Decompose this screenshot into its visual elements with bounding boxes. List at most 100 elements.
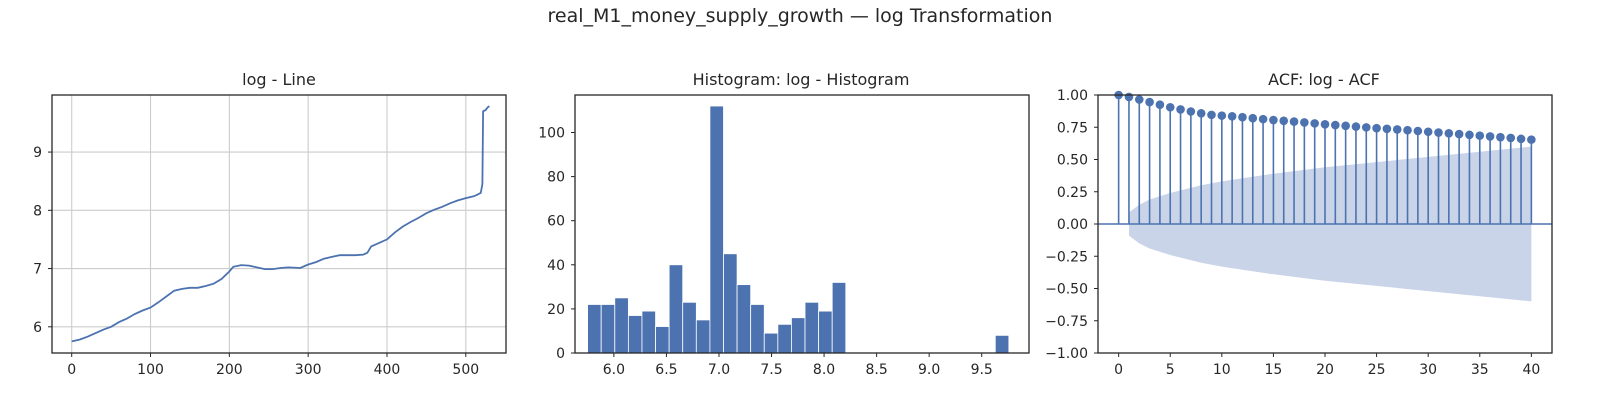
acf-marker xyxy=(1454,129,1464,139)
acf-y-tick-label: 0.50 xyxy=(1057,153,1088,169)
acf-marker xyxy=(1392,125,1402,134)
line-chart-y-tick-label: 6 xyxy=(33,320,42,336)
acf-marker xyxy=(1134,95,1144,104)
histogram-frame xyxy=(574,94,1030,354)
histogram-bar xyxy=(655,326,670,354)
histogram-x-tick-label: 8.5 xyxy=(865,362,887,378)
line-chart-y-tick-label: 8 xyxy=(33,203,42,219)
histogram-bar xyxy=(831,282,847,354)
acf-marker xyxy=(1217,111,1227,120)
line-chart-series-log xyxy=(71,105,490,343)
acf-y-tick-label: 0.75 xyxy=(1057,120,1088,136)
acf-marker xyxy=(1145,97,1154,107)
acf-marker xyxy=(1382,124,1392,134)
histogram-bar xyxy=(641,310,656,354)
acf-marker xyxy=(1403,125,1412,135)
acf-marker xyxy=(1341,121,1350,131)
acf-y-tick-label: 0.00 xyxy=(1057,217,1088,233)
acf-marker xyxy=(1331,120,1340,130)
acf-marker xyxy=(1434,128,1443,137)
acf-x-tick-label: 5 xyxy=(1166,362,1175,378)
histogram-y-tick-label: 80 xyxy=(547,170,565,186)
acf-marker xyxy=(1485,132,1495,141)
acf-marker xyxy=(1372,123,1381,133)
histogram-y-tick-label: 0 xyxy=(556,346,565,362)
histogram-y-tick-label: 100 xyxy=(538,125,565,141)
acf-y-tick-label: −0.25 xyxy=(1045,249,1088,265)
histogram-bar xyxy=(763,332,779,354)
histogram-bar xyxy=(994,334,1010,354)
line-chart-x-tick-label: 100 xyxy=(137,362,164,378)
histogram-bar xyxy=(668,264,684,354)
histogram-bar xyxy=(600,304,616,354)
acf-marker xyxy=(1186,107,1196,116)
histogram-bar xyxy=(709,105,724,354)
acf-marker xyxy=(1506,133,1516,143)
histogram-bar xyxy=(804,301,820,354)
line-chart-x-tick-label: 200 xyxy=(216,362,243,378)
acf-y-ticks: −1.00 −0.75 −0.50 −0.25 0.00 0.25 0.50 0.75 1.00 xyxy=(1045,88,1098,362)
acf-marker xyxy=(1269,115,1278,125)
acf-marker xyxy=(1351,122,1361,131)
histogram-x-tick-label: 8.0 xyxy=(813,362,835,378)
line-chart-x-tick-label: 0 xyxy=(67,362,76,378)
line-chart-x-ticks: 0 100 200 300 400 500 xyxy=(67,353,479,378)
acf-marker xyxy=(1227,111,1237,121)
acf-marker xyxy=(1196,109,1206,118)
acf-y-tick-label: −0.50 xyxy=(1045,282,1088,298)
acf-marker xyxy=(1207,110,1216,120)
acf-marker xyxy=(1496,132,1505,142)
acf-marker xyxy=(1238,112,1247,122)
acf-y-tick-label: 1.00 xyxy=(1057,88,1088,104)
histogram-y-tick-label: 60 xyxy=(547,214,565,230)
histogram-bar xyxy=(587,304,602,354)
acf-x-tick-label: 10 xyxy=(1213,362,1231,378)
histogram-y-tick-label: 40 xyxy=(547,258,565,274)
acf-marker xyxy=(1300,118,1309,127)
histogram-x-tick-label: 7.5 xyxy=(760,362,782,378)
histogram-bar xyxy=(750,304,765,354)
acf-stems xyxy=(1114,90,1536,224)
acf-marker xyxy=(1124,92,1134,102)
acf-marker xyxy=(1516,134,1526,144)
acf-marker xyxy=(1465,130,1474,140)
histogram-x-tick-label: 9.5 xyxy=(971,362,993,378)
line-chart-y-tick-label: 7 xyxy=(33,262,42,278)
acf-y-tick-label: −1.00 xyxy=(1045,346,1088,362)
histogram-x-tick-label: 7.0 xyxy=(708,362,730,378)
figure-title: real_M1_money_supply_growth — log Transf… xyxy=(548,5,1053,27)
acf-marker xyxy=(1475,131,1485,140)
acf-marker xyxy=(1310,119,1319,128)
line-chart-y-ticks: 6 7 8 9 xyxy=(33,145,52,336)
acf-marker xyxy=(1527,135,1536,144)
histogram-bar xyxy=(695,319,711,354)
acf-marker xyxy=(1165,102,1175,112)
line-chart-x-tick-label: 500 xyxy=(452,362,479,378)
acf-marker xyxy=(1176,105,1185,114)
acf-marker xyxy=(1289,117,1299,126)
histogram-bar xyxy=(627,315,643,354)
histogram-bar xyxy=(682,301,697,354)
acf-y-tick-label: 0.25 xyxy=(1057,185,1088,201)
acf-marker xyxy=(1248,113,1258,123)
acf-marker xyxy=(1444,129,1454,138)
histogram-title: Histogram: log - Histogram xyxy=(693,70,910,89)
line-chart-panel: log - Line 0 100 200 300 400 500 6 7 8 9 xyxy=(33,70,507,378)
histogram-bar xyxy=(614,297,629,354)
histogram-x-ticks: 6.0 6.5 7.0 7.5 8.0 8.5 9.0 9.5 xyxy=(603,353,993,378)
acf-x-tick-label: 25 xyxy=(1368,362,1386,378)
acf-x-tick-label: 35 xyxy=(1471,362,1489,378)
histogram-bar xyxy=(791,317,806,354)
histogram-bar xyxy=(818,310,833,354)
histogram-x-tick-label: 6.0 xyxy=(603,362,625,378)
line-chart-frame xyxy=(51,94,507,354)
acf-x-tick-label: 40 xyxy=(1522,362,1540,378)
line-chart-y-tick-label: 9 xyxy=(33,145,42,161)
histogram-bar xyxy=(777,323,792,354)
histogram-panel: Histogram: log - Histogram 6.0 6.5 7.0 7.5 8… xyxy=(538,70,1030,378)
line-chart-grid xyxy=(52,95,506,353)
acf-marker xyxy=(1423,127,1433,137)
acf-x-tick-label: 0 xyxy=(1114,362,1123,378)
acf-x-tick-label: 15 xyxy=(1264,362,1282,378)
